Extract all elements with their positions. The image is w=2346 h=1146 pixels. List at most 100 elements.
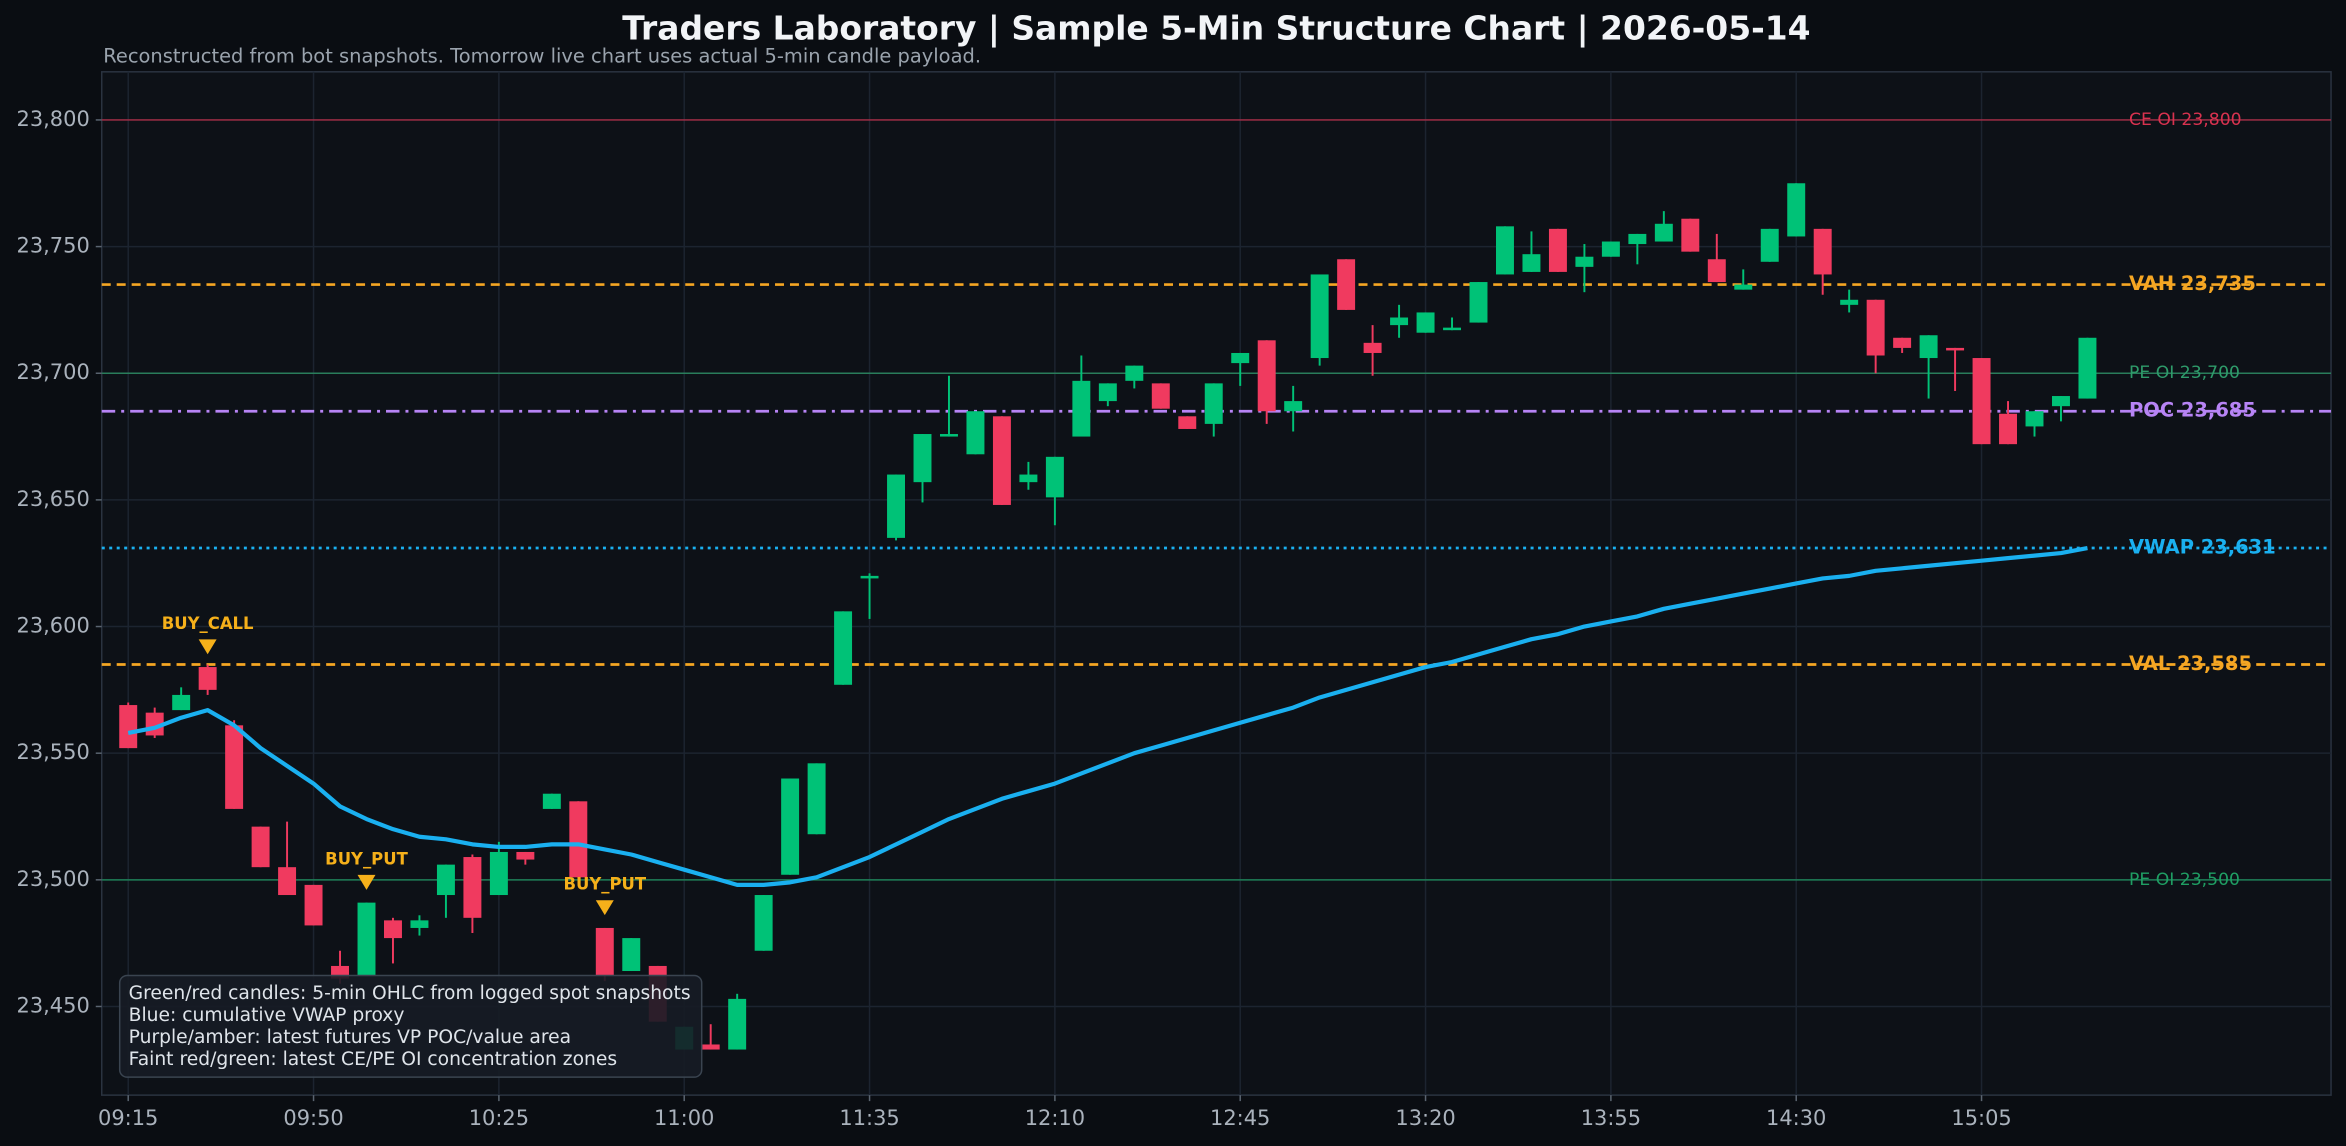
legend-text: Faint red/green: latest CE/PE OI concent… bbox=[129, 1049, 617, 1070]
candle-body bbox=[1548, 228, 1567, 272]
x-tick-label: 09:15 bbox=[98, 1106, 158, 1130]
candle-body bbox=[2078, 337, 2097, 399]
candle-body bbox=[1496, 226, 1514, 275]
candle-body bbox=[1654, 223, 1673, 242]
signal-label: BUY_PUT bbox=[563, 875, 646, 894]
x-tick-label: 11:35 bbox=[839, 1106, 899, 1130]
candle-body bbox=[781, 778, 800, 875]
x-tick-label: 14:30 bbox=[1766, 1106, 1826, 1130]
x-tick-label: 12:10 bbox=[1025, 1106, 1085, 1130]
candle-body bbox=[1866, 299, 1885, 356]
candle-body bbox=[1760, 228, 1779, 262]
candle-body bbox=[2025, 411, 2044, 427]
candle-body bbox=[860, 575, 879, 579]
y-tick-label: 23,500 bbox=[17, 867, 90, 891]
candle-body bbox=[807, 763, 826, 835]
level-label: CE OI 23,800 bbox=[2129, 110, 2242, 130]
candle-body bbox=[1125, 365, 1144, 381]
x-tick-label: 15:05 bbox=[1951, 1106, 2011, 1130]
candle-body bbox=[569, 801, 588, 878]
candle-body bbox=[278, 867, 297, 896]
vwap-line bbox=[127, 545, 2088, 887]
candle-body bbox=[1151, 383, 1170, 409]
candle-body bbox=[1337, 259, 1356, 310]
level-label: POC 23,685 bbox=[2129, 399, 2256, 422]
candle-body bbox=[384, 920, 402, 939]
candle-body bbox=[940, 434, 958, 437]
candle-body bbox=[1363, 342, 1382, 353]
x-tick-label: 11:00 bbox=[654, 1106, 714, 1130]
candle-body bbox=[1681, 218, 1700, 252]
x-tick-label: 09:50 bbox=[283, 1106, 343, 1130]
candle-body bbox=[622, 938, 641, 972]
signal-arrow bbox=[595, 900, 614, 916]
legend-box bbox=[118, 974, 703, 1078]
signal-label: BUY_CALL bbox=[162, 614, 254, 633]
level-label: VAH 23,735 bbox=[2129, 272, 2256, 295]
candle-body bbox=[1231, 352, 1250, 364]
level-label: VWAP 23,631 bbox=[2129, 536, 2276, 559]
candle-body bbox=[728, 998, 747, 1050]
candle-body bbox=[1999, 413, 2018, 445]
candle-body bbox=[1390, 317, 1409, 326]
candle-body bbox=[1019, 474, 1038, 483]
candle-body bbox=[1284, 401, 1303, 412]
candle-body bbox=[887, 474, 906, 538]
candle-body bbox=[1893, 337, 1912, 348]
legend-text: Blue: cumulative VWAP proxy bbox=[129, 1005, 405, 1026]
candle-body bbox=[2052, 396, 2070, 407]
candle-body bbox=[1628, 233, 1647, 245]
candle-body bbox=[542, 793, 561, 809]
y-tick-label: 23,650 bbox=[17, 487, 90, 511]
candle-body bbox=[357, 902, 376, 977]
candle-body bbox=[1416, 312, 1435, 333]
candle-body bbox=[1469, 282, 1488, 323]
level-label: PE OI 23,500 bbox=[2129, 870, 2240, 890]
y-tick-label: 23,700 bbox=[17, 360, 90, 384]
candle-body bbox=[1734, 284, 1753, 290]
candle-body bbox=[1840, 299, 1859, 305]
candle-body bbox=[198, 667, 217, 690]
x-tick-label: 10:25 bbox=[469, 1106, 529, 1130]
candle-body bbox=[913, 434, 932, 483]
signal-arrow bbox=[357, 874, 376, 890]
candle-body bbox=[966, 411, 985, 455]
level-label: PE OI 23,700 bbox=[2129, 363, 2240, 383]
candle-body bbox=[1098, 383, 1117, 402]
candle-body bbox=[1204, 383, 1223, 424]
candle-body bbox=[225, 725, 244, 809]
candle-body bbox=[410, 920, 429, 928]
candle-body bbox=[1787, 183, 1806, 237]
candle-body bbox=[701, 1044, 720, 1050]
x-tick-label: 13:55 bbox=[1581, 1106, 1641, 1130]
x-tick-label: 12:45 bbox=[1210, 1106, 1270, 1130]
candle-body bbox=[489, 851, 508, 896]
candle-body bbox=[1522, 254, 1541, 272]
candle-body bbox=[516, 851, 535, 860]
y-tick-label: 23,600 bbox=[17, 614, 90, 638]
candle-body bbox=[834, 611, 853, 685]
signal-arrow bbox=[198, 639, 217, 655]
plot-area bbox=[100, 71, 2332, 1096]
legend-text: Purple/amber: latest futures VP POC/valu… bbox=[129, 1027, 571, 1048]
legend: Green/red candles: 5-min OHLC from logge… bbox=[118, 974, 703, 1078]
chart-title: Traders Laboratory | Sample 5-Min Struct… bbox=[622, 8, 1810, 47]
candle-body bbox=[1946, 347, 1965, 351]
candle-body bbox=[1310, 274, 1329, 359]
y-tick-label: 23,800 bbox=[17, 107, 90, 131]
candle-body bbox=[1707, 259, 1726, 283]
candle-body bbox=[119, 705, 138, 749]
candle-body bbox=[1257, 340, 1276, 412]
candle-body bbox=[1443, 327, 1462, 331]
candle-body bbox=[251, 826, 270, 868]
candle-body bbox=[992, 416, 1011, 505]
legend-text: Green/red candles: 5-min OHLC from logge… bbox=[129, 983, 691, 1004]
y-tick-label: 23,750 bbox=[17, 234, 90, 258]
chart-subtitle: Reconstructed from bot snapshots. Tomorr… bbox=[103, 44, 981, 67]
candle-body bbox=[1178, 416, 1197, 429]
candle-body bbox=[1045, 456, 1064, 498]
candle-body bbox=[1813, 228, 1832, 275]
candle-body bbox=[172, 694, 191, 711]
